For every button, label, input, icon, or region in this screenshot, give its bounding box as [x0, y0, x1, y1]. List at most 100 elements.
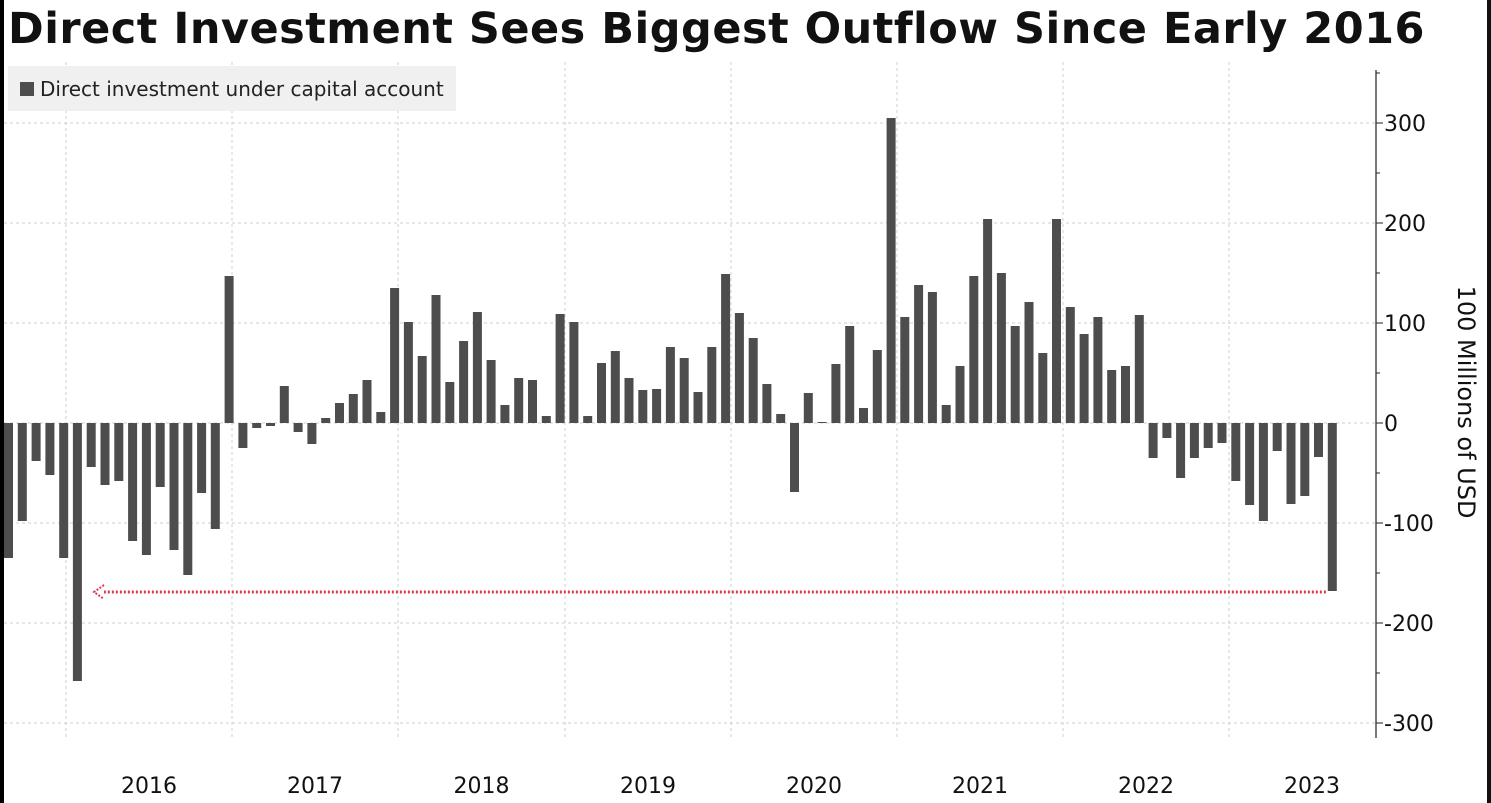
bar — [459, 341, 469, 423]
bar — [831, 364, 841, 423]
bar — [1286, 423, 1296, 504]
bar — [817, 422, 827, 423]
bar — [486, 360, 496, 423]
bar — [1038, 353, 1048, 423]
bar — [1148, 423, 1158, 458]
bar — [1189, 423, 1199, 458]
bar — [362, 380, 372, 423]
bar — [1258, 423, 1268, 521]
bar — [541, 416, 551, 423]
bar — [1107, 370, 1117, 423]
bars — [4, 118, 1337, 681]
bar — [859, 408, 868, 423]
bar — [983, 219, 993, 423]
x-tick-label: 2019 — [620, 774, 676, 799]
bar — [514, 378, 524, 423]
bar — [969, 276, 979, 423]
bar — [293, 423, 303, 432]
bar — [1121, 366, 1130, 423]
bar — [266, 423, 275, 426]
bar — [390, 288, 400, 423]
bar — [1217, 423, 1227, 443]
bar — [72, 423, 82, 681]
frame-left-border — [0, 0, 4, 803]
x-tick-label: 2017 — [287, 774, 343, 799]
bar — [1010, 326, 1020, 423]
x-tick-label: 2021 — [952, 774, 1008, 799]
bar — [900, 317, 910, 423]
bar — [238, 423, 248, 448]
y-tick-label: 0 — [1384, 412, 1398, 437]
bar — [610, 351, 620, 423]
bar — [721, 274, 731, 423]
bar — [555, 314, 565, 423]
bar — [665, 347, 675, 423]
bar — [790, 423, 799, 492]
bar — [583, 416, 593, 423]
bar — [114, 423, 124, 481]
bar — [169, 423, 179, 550]
bar — [155, 423, 165, 487]
y-tick-label: 300 — [1384, 112, 1426, 137]
bar — [1134, 315, 1144, 423]
bar — [1079, 334, 1089, 423]
y-axis: 300 200 100 0 -100 -200 -300 — [1375, 70, 1434, 738]
bar — [914, 285, 924, 423]
bar — [86, 423, 96, 467]
bar — [1093, 317, 1103, 423]
bar — [128, 423, 138, 541]
bar — [210, 423, 220, 529]
legend: Direct investment under capital account — [8, 66, 456, 111]
bar — [1065, 307, 1075, 423]
bar — [45, 423, 55, 475]
y-tick-label: -300 — [1384, 712, 1434, 737]
x-tick-label: 2022 — [1118, 774, 1174, 799]
bar — [141, 423, 151, 555]
bar — [941, 405, 951, 423]
bar — [500, 405, 510, 423]
y-tick-label: 100 — [1384, 312, 1426, 337]
x-tick-label: 2018 — [454, 774, 510, 799]
bar — [403, 322, 413, 423]
x-tick-label: 2023 — [1284, 774, 1340, 799]
chart-title: Direct Investment Sees Biggest Outflow S… — [8, 4, 1425, 54]
bar — [996, 273, 1006, 423]
bar — [321, 418, 331, 423]
bar — [17, 423, 27, 521]
bar — [679, 358, 689, 423]
bar — [1162, 423, 1172, 438]
legend-label: Direct investment under capital account — [40, 76, 444, 101]
bar — [762, 384, 772, 423]
bar — [472, 312, 482, 423]
bar — [197, 423, 207, 493]
y-axis-title: 100 Millions of USD — [1452, 286, 1480, 519]
bar — [528, 380, 537, 423]
outflow-annotation — [92, 584, 1326, 600]
bar — [1176, 423, 1186, 478]
x-axis-labels: 2016 2017 2018 2019 2020 2021 2022 2023 — [121, 774, 1340, 799]
bar — [431, 295, 441, 423]
bar — [183, 423, 193, 575]
x-tick-label: 2016 — [121, 774, 177, 799]
bar — [4, 423, 13, 558]
gridlines — [4, 62, 1376, 740]
bar — [734, 313, 744, 423]
x-tick-label: 2020 — [786, 774, 842, 799]
bar — [348, 394, 358, 423]
bar — [1314, 423, 1323, 457]
bar — [748, 338, 758, 423]
bar — [376, 412, 386, 423]
bar — [886, 118, 896, 423]
bar — [31, 423, 41, 461]
bar — [307, 423, 317, 444]
bar — [1052, 219, 1061, 423]
y-tick-label: 200 — [1384, 212, 1426, 237]
bar — [955, 366, 965, 423]
y-tick-label: -100 — [1384, 512, 1434, 537]
y-tick-label: -200 — [1384, 612, 1434, 637]
bar — [803, 393, 813, 423]
bar — [776, 414, 786, 423]
bar — [1024, 302, 1034, 423]
bar — [1300, 423, 1310, 496]
